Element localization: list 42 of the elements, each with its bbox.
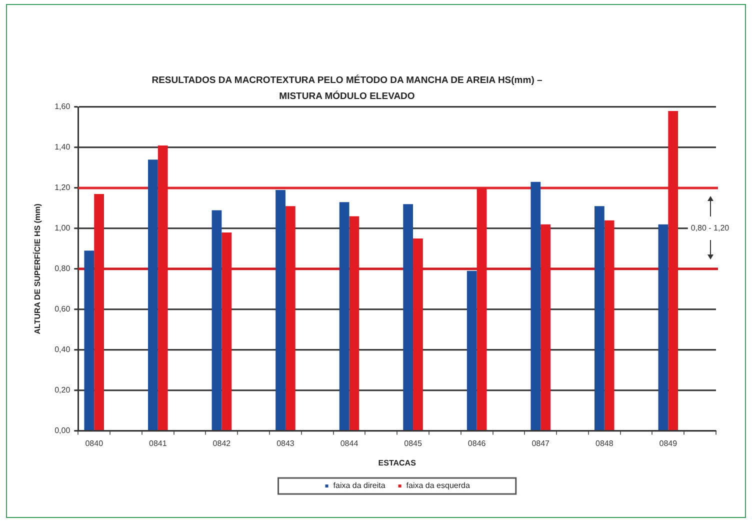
bar bbox=[658, 224, 668, 430]
y-tick-label: 1,00 bbox=[54, 224, 71, 233]
x-tick-label: 0849 bbox=[659, 438, 678, 448]
legend-label: faixa da direita bbox=[333, 481, 386, 490]
x-tick-label: 0842 bbox=[212, 438, 232, 448]
bar bbox=[604, 220, 614, 430]
y-tick-label: 1,40 bbox=[54, 142, 71, 152]
bar bbox=[276, 190, 286, 430]
bar bbox=[94, 194, 104, 430]
y-tick-label: 0,20 bbox=[54, 386, 71, 395]
bar bbox=[285, 206, 296, 430]
x-tick-label: 0845 bbox=[404, 438, 422, 448]
annotation: 0,80 - 1,20 bbox=[690, 224, 730, 233]
y-tick-label: 0,60 bbox=[54, 304, 71, 314]
bar bbox=[222, 232, 232, 430]
y-tick-label: 0,40 bbox=[54, 345, 71, 354]
y-tick-label: 0,80 bbox=[54, 264, 71, 274]
x-tick-label: 0840 bbox=[85, 438, 104, 448]
x-tick-label: 0847 bbox=[532, 438, 550, 448]
y-axis-title: ALTURA DE SUPERFÍCIE HS (mm) bbox=[32, 203, 42, 334]
x-tick-label: 0846 bbox=[468, 438, 486, 448]
bar bbox=[540, 224, 550, 430]
chart-title: RESULTADOS DA MACROTEXTURA PELO MÉTODO DA MANCHA DE AREIA HS(mm) – MISTURA MÓDULO ELEVADO bbox=[152, 74, 542, 104]
bar bbox=[530, 182, 541, 430]
y-tick-label: 1,20 bbox=[54, 183, 71, 192]
bar bbox=[349, 216, 360, 430]
x-tick-label: 0848 bbox=[595, 438, 614, 448]
bar bbox=[339, 202, 350, 430]
legend-label: faixa da esquerda bbox=[406, 481, 470, 490]
y-tick-label: 0,00 bbox=[54, 426, 71, 436]
bar bbox=[84, 250, 94, 430]
bar bbox=[466, 270, 477, 430]
x-axis-title: ESTACAS bbox=[378, 458, 417, 468]
x-tick-label: 0844 bbox=[340, 438, 359, 448]
bar bbox=[148, 160, 158, 430]
x-tick-label: 0841 bbox=[149, 438, 168, 448]
bar bbox=[594, 206, 604, 430]
bar bbox=[212, 210, 222, 430]
bar bbox=[413, 238, 423, 430]
bar bbox=[403, 204, 414, 430]
x-tick-label: 0843 bbox=[276, 438, 295, 448]
y-tick-label: 1,60 bbox=[54, 102, 71, 112]
